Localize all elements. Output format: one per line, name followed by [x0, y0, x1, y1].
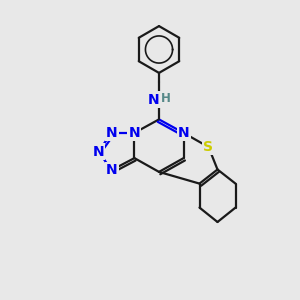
Text: N: N: [148, 93, 159, 106]
Text: N: N: [106, 126, 117, 140]
Text: N: N: [93, 145, 104, 158]
Text: S: S: [203, 140, 214, 154]
Text: N: N: [178, 126, 189, 140]
Text: H: H: [161, 92, 170, 105]
Text: N: N: [106, 163, 117, 177]
Text: N: N: [129, 126, 140, 140]
